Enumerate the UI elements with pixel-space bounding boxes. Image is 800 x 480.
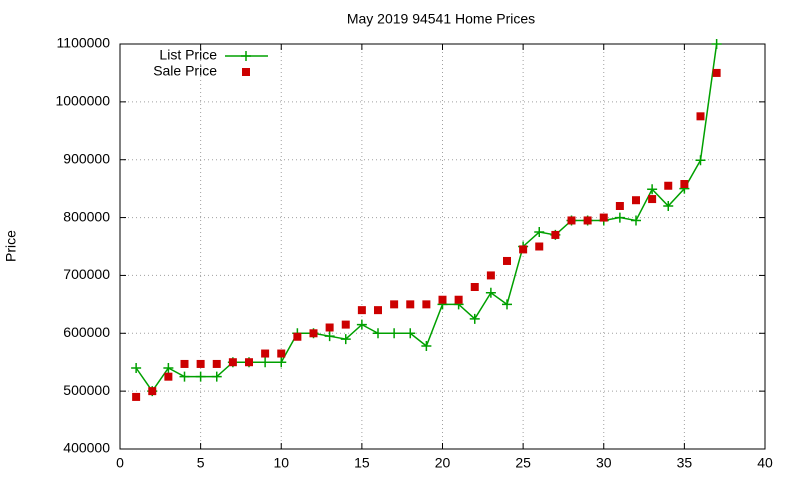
point (245, 358, 253, 367)
y-tick-label: 1100000 (57, 35, 111, 51)
point (293, 332, 302, 341)
point (389, 328, 400, 339)
point (422, 300, 431, 309)
point (485, 287, 496, 298)
point (309, 329, 318, 338)
point (469, 313, 480, 324)
point (211, 371, 222, 382)
point (632, 196, 640, 205)
point (374, 306, 382, 315)
point (406, 300, 415, 309)
point (583, 216, 592, 225)
x-tick-label: 25 (515, 455, 531, 471)
point (535, 242, 544, 251)
x-tick-label: 40 (757, 455, 773, 471)
y-tick-label: 700000 (63, 266, 110, 282)
point (647, 184, 658, 195)
point (179, 371, 190, 382)
point (340, 334, 351, 345)
point (695, 155, 706, 166)
plot-frame (119, 43, 766, 450)
point (356, 319, 367, 330)
point (164, 372, 173, 381)
point (615, 202, 624, 210)
point (470, 283, 479, 291)
point (503, 256, 511, 265)
x-tick-label: 35 (677, 455, 693, 471)
chart-title: May 2019 94541 Home Prices (347, 11, 535, 27)
point (438, 295, 447, 304)
point (405, 328, 416, 339)
point (373, 328, 383, 339)
x-tick-label: 15 (354, 455, 370, 471)
point (341, 320, 350, 329)
point (502, 299, 512, 310)
point (711, 39, 722, 49)
point (163, 363, 174, 373)
point (131, 363, 142, 373)
point (551, 230, 560, 239)
point (712, 68, 721, 77)
point (180, 359, 189, 368)
y-tick-label: 900000 (63, 150, 110, 166)
series-line (135, 43, 718, 393)
point (228, 358, 237, 367)
y-tick-label: 800000 (63, 208, 110, 224)
point (212, 359, 221, 368)
x-tick-label: 5 (197, 455, 205, 471)
point (357, 306, 366, 315)
y-axis-label: Price (3, 230, 19, 262)
point (276, 357, 287, 368)
point (486, 271, 495, 280)
point (614, 212, 625, 223)
x-tick-label: 30 (596, 455, 612, 471)
x-tick-label: 0 (116, 455, 124, 471)
point (534, 227, 545, 238)
point (148, 387, 157, 396)
point (599, 213, 608, 222)
point (680, 180, 689, 189)
y-tick-label: 1000000 (55, 93, 110, 109)
point (261, 349, 270, 358)
x-tick-label: 20 (435, 455, 451, 471)
legend-marker (242, 68, 250, 76)
legend-label: List Price (159, 47, 217, 63)
point (195, 371, 206, 382)
point (648, 195, 657, 204)
y-tick-label: 400000 (63, 440, 110, 456)
y-tick-label: 500000 (63, 382, 110, 398)
point (567, 216, 576, 225)
point (324, 331, 335, 342)
legend-marker (241, 51, 251, 61)
point (260, 357, 271, 368)
x-tick-label: 10 (273, 455, 289, 471)
point (664, 181, 673, 190)
point (454, 295, 463, 304)
point (325, 323, 334, 332)
point (196, 359, 205, 368)
point (132, 392, 141, 401)
point (696, 112, 705, 121)
point (390, 300, 399, 309)
point (663, 201, 674, 211)
point (421, 341, 432, 352)
legend-label: Sale Price (153, 63, 217, 79)
point (519, 245, 528, 254)
y-tick-label: 600000 (63, 324, 110, 340)
point (631, 215, 641, 226)
point (277, 349, 286, 358)
